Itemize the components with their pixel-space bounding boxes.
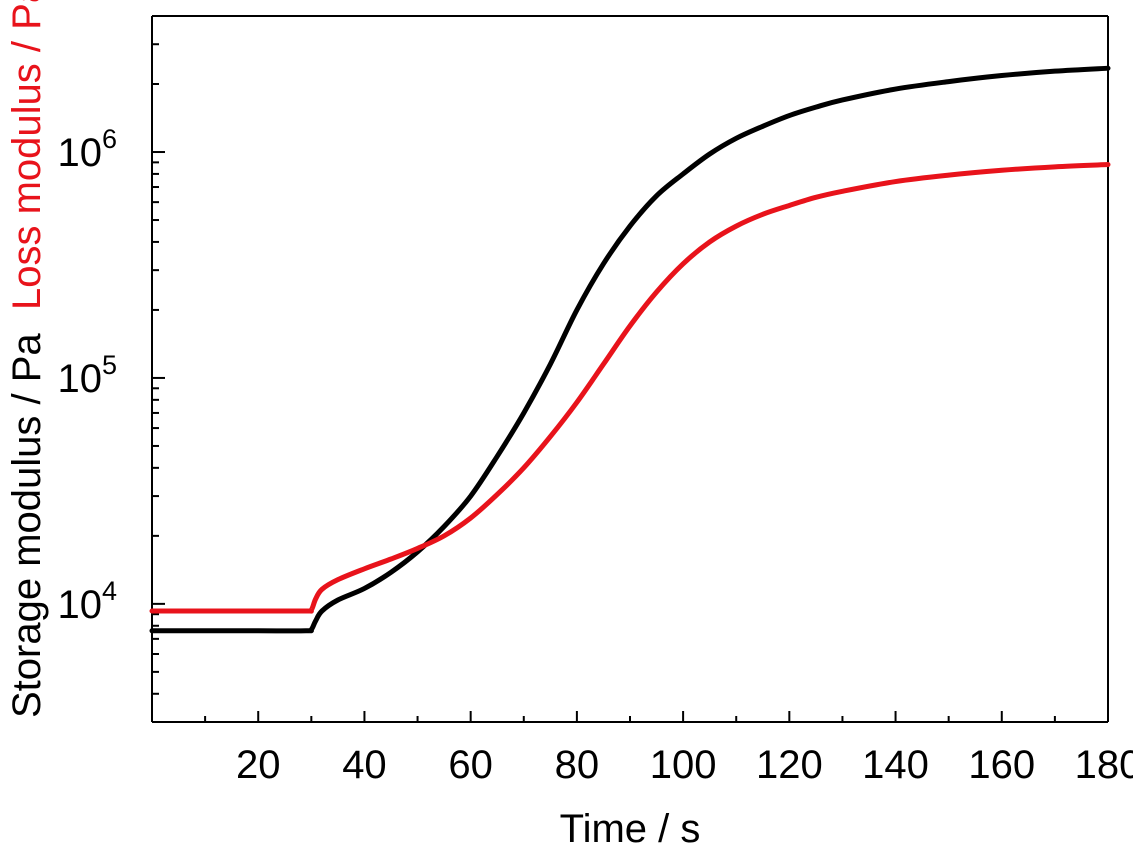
- y-tick-label: 10: [58, 131, 103, 175]
- y-tick-exponent: 5: [102, 350, 117, 380]
- y-tick-label: 10: [58, 583, 103, 627]
- x-tick-label: 180: [1075, 743, 1133, 787]
- x-tick-label: 100: [650, 743, 717, 787]
- series-layer: [149, 65, 1111, 634]
- x-axis-title: Time / s: [560, 807, 701, 851]
- x-ticks: 20 40 60 80 100 120 140 160 180: [204, 711, 1133, 787]
- x-tick-label: 20: [236, 743, 281, 787]
- y-tick-label: 10: [58, 357, 103, 401]
- x-tick-label: 160: [968, 743, 1035, 787]
- y-axis-title-loss: Loss modulus / Pa: [5, 0, 49, 310]
- y-tick-exponent: 4: [102, 576, 117, 606]
- y-axis-title-storage: Storage modulus / Pa: [5, 333, 49, 718]
- x-tick-label: 60: [448, 743, 493, 787]
- y-axis-titles: Storage modulus / Pa Loss modulus / Pa: [5, 0, 49, 718]
- x-tick-label: 80: [555, 743, 600, 787]
- x-tick-label: 140: [862, 743, 929, 787]
- y-tick-exponent: 6: [102, 124, 117, 154]
- x-tick-label: 120: [756, 743, 823, 787]
- storage-modulus-line: [149, 65, 1111, 634]
- x-tick-label: 40: [342, 743, 387, 787]
- plot-frame: [151, 15, 1109, 723]
- loss-modulus-line: [149, 162, 1111, 614]
